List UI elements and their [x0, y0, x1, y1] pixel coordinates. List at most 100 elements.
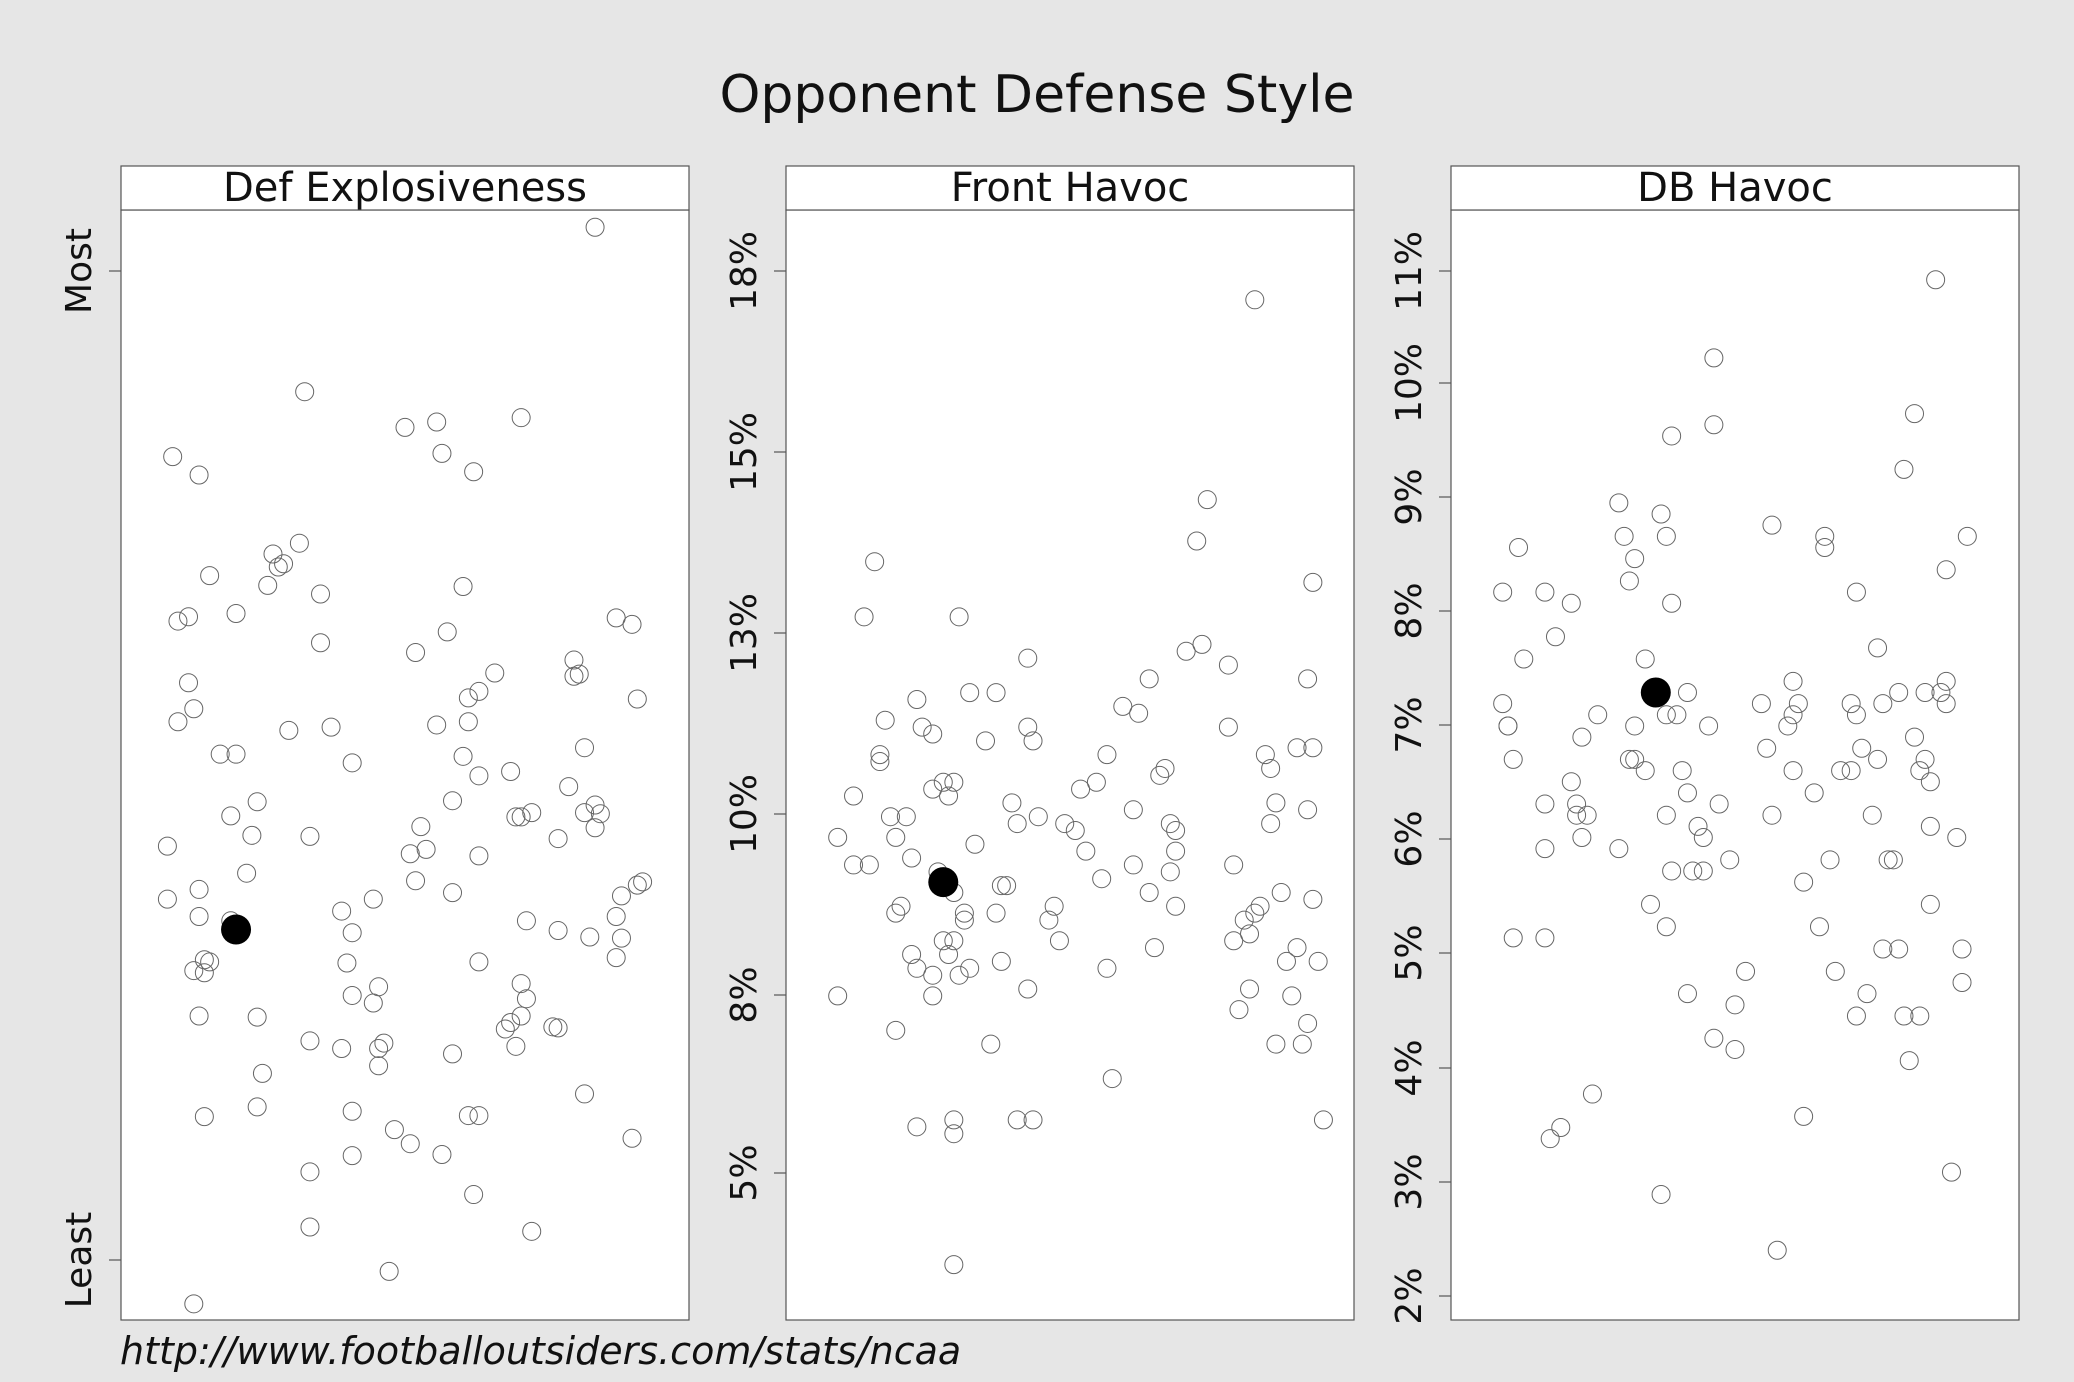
scatter-point [1783, 671, 1803, 691]
scatter-point [627, 875, 647, 895]
scatter-point [1313, 1110, 1333, 1130]
scatter-point [1915, 749, 1935, 769]
scatter-point [1794, 872, 1814, 892]
scatter-point [1007, 1110, 1027, 1130]
scatter-point [464, 1185, 484, 1205]
scatter-point [189, 1006, 209, 1026]
scatter-point [1002, 793, 1022, 813]
y-tick-label: 11% [1389, 231, 1430, 311]
scatter-point [1155, 758, 1175, 778]
scatter-point [1023, 1110, 1043, 1130]
scatter-point [1055, 814, 1075, 834]
scatter-point [1677, 984, 1697, 1004]
y-tick-label: 8% [724, 966, 765, 1023]
scatter-point [828, 986, 848, 1006]
scatter-point [1857, 984, 1877, 1004]
scatter-point [949, 965, 969, 985]
scatter-point [1831, 761, 1851, 781]
scatter-point [200, 566, 220, 586]
panel-0: Def Explosiveness Least Most [59, 165, 690, 1321]
scatter-point [1535, 794, 1555, 814]
scatter-point [374, 1033, 394, 1053]
scatter-point [242, 825, 262, 845]
y-tick-label: 15% [724, 412, 765, 492]
scatter-point [1846, 1006, 1866, 1026]
scatter-point [1931, 682, 1951, 702]
scatter-point [1187, 531, 1207, 551]
scatter-point [247, 1097, 267, 1117]
scatter-point [400, 844, 420, 864]
scatter-point [1635, 761, 1655, 781]
scatter-point [511, 408, 531, 428]
scatter-point [1567, 805, 1587, 825]
plot-area [1450, 209, 2020, 1321]
scatter-point [886, 1020, 906, 1040]
scatter-point [511, 974, 531, 994]
scatter-point [369, 1038, 389, 1058]
panel-strip-label: DB Havoc [1637, 165, 1833, 211]
scatter-point [432, 1145, 452, 1165]
scatter-point [1261, 758, 1281, 778]
scatter-point [1039, 910, 1059, 930]
scatter-point [954, 903, 974, 923]
scatter-point [1113, 696, 1133, 716]
scatter-point [548, 921, 568, 941]
scatter-point [1192, 634, 1212, 654]
scatter-point [991, 951, 1011, 971]
scatter-point [1910, 1006, 1930, 1026]
scatter-point [210, 744, 230, 764]
scatter-point [485, 663, 505, 683]
scatter-point [611, 886, 631, 906]
scatter-point [342, 1101, 362, 1121]
scatter-point [1625, 549, 1645, 569]
scatter-point [268, 557, 288, 577]
y-tick-label: 7% [1389, 696, 1430, 753]
scatter-point [1725, 995, 1745, 1015]
scatter-point [252, 1063, 272, 1083]
scatter-point [321, 717, 341, 737]
scatter-point [949, 607, 969, 627]
scatter-point [221, 806, 241, 826]
scatter-point [1572, 727, 1592, 747]
scatter-point [944, 1124, 964, 1144]
scatter-point [1693, 828, 1713, 848]
scatter-point [363, 889, 383, 909]
scatter-point [923, 965, 943, 985]
scatter-point [1635, 649, 1655, 669]
y-tick-label: 13% [724, 593, 765, 673]
scatter-point [279, 720, 299, 740]
scatter-point [1498, 716, 1518, 736]
scatter-point [1883, 850, 1903, 870]
scatter-point [965, 834, 985, 854]
scatter-point [1767, 1240, 1787, 1260]
y-tick-label: Most [59, 228, 100, 314]
scatter-point [427, 412, 447, 432]
scatter-point [1240, 924, 1260, 944]
scatter-point [432, 443, 452, 463]
scatter-point [606, 948, 626, 968]
scatter-point [179, 673, 199, 693]
scatter-point [870, 745, 890, 765]
scatter-point [1493, 694, 1513, 714]
scatter-point [1509, 537, 1529, 557]
scatter-point [395, 417, 415, 437]
scatter-point [1667, 705, 1687, 725]
scatter-point [189, 879, 209, 899]
scatter-point [1783, 705, 1803, 725]
scatter-point [1641, 894, 1661, 914]
scatter-point [1287, 738, 1307, 758]
scatter-point [1298, 669, 1318, 689]
scatter-point [194, 950, 214, 970]
scatter-point [960, 958, 980, 978]
scatter-point [274, 554, 294, 574]
scatter-point [1656, 705, 1676, 725]
scatter-point [506, 1036, 526, 1056]
scatter-point [997, 876, 1017, 896]
scatter-point [1503, 928, 1523, 948]
scatter-point [506, 807, 526, 827]
scatter-point [1266, 793, 1286, 813]
scatter-point [1619, 571, 1639, 591]
scatter-point [1709, 794, 1729, 814]
scatter-point [342, 985, 362, 1005]
scatter-point [453, 746, 473, 766]
